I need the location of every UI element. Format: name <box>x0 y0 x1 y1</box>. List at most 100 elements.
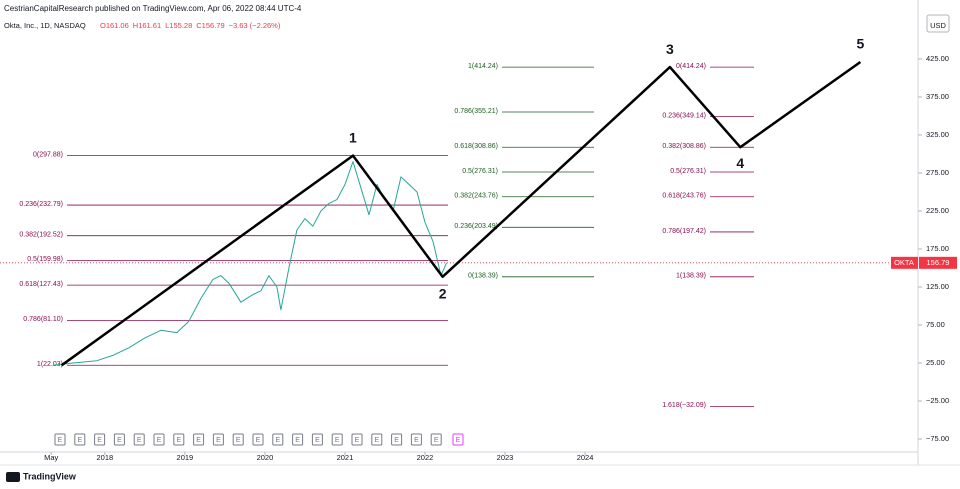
brand[interactable]: TradingView <box>23 471 77 481</box>
earnings-label: E <box>196 437 201 444</box>
fib-label: 0.786(355.21) <box>454 108 498 115</box>
ohlc-value: C156.79 <box>196 21 224 30</box>
wave-label: 1 <box>349 129 357 145</box>
earnings-label: E <box>176 437 181 444</box>
fib-label: 0.786(197.42) <box>662 228 706 235</box>
earnings-marker <box>252 433 264 446</box>
fib-label: 1.618(−32.09) <box>662 402 706 409</box>
earnings-marker <box>311 433 323 446</box>
earnings-label: E <box>77 437 82 444</box>
fib-label: 0.382(308.86) <box>662 143 706 150</box>
wave-label: 5 <box>856 36 864 52</box>
fib-label: 0.5(276.31) <box>462 168 498 175</box>
earnings-label: E <box>355 437 360 444</box>
earnings-marker <box>452 433 464 446</box>
fib-label: 0(297.88) <box>33 151 63 158</box>
earnings-label: E <box>374 437 379 444</box>
earnings-marker <box>133 433 145 446</box>
earnings-label: E <box>394 437 399 444</box>
instrument: Okta, Inc., 1D, NASDAQ <box>4 21 86 30</box>
chart-title: CestrianCapitalResearch published on Tra… <box>4 4 302 13</box>
last-price-value: 156.79 <box>927 258 950 267</box>
fib-label: 0.618(127.43) <box>19 281 63 288</box>
x-tick-label: 2019 <box>177 453 194 462</box>
y-tick-label: −75.00 <box>926 434 949 443</box>
earnings-label: E <box>236 437 241 444</box>
ohlc-value: H161.61 <box>133 21 161 30</box>
earnings-marker <box>193 433 205 446</box>
fib-label: 0.236(203.49) <box>454 223 498 230</box>
earnings-label: E <box>315 437 320 444</box>
y-tick-label: 175.00 <box>926 244 949 253</box>
y-tick-label: 375.00 <box>926 92 949 101</box>
earnings-label: E <box>414 437 419 444</box>
wave-label: 4 <box>736 155 744 171</box>
earnings-label: E <box>137 437 142 444</box>
earnings-label: E <box>117 437 122 444</box>
y-tick-label: 275.00 <box>926 168 949 177</box>
last-price-value-box <box>919 256 957 269</box>
y-tick-label: −25.00 <box>926 396 949 405</box>
currency[interactable]: USD <box>930 21 946 30</box>
earnings-marker <box>351 433 363 446</box>
earnings-label: E <box>58 437 63 444</box>
y-tick-label: 125.00 <box>926 282 949 291</box>
last-price-tag <box>891 256 918 269</box>
earnings-marker <box>113 433 125 446</box>
ohlc-value: −3.63 (−2.26%) <box>229 21 281 30</box>
earnings-label: E <box>456 437 461 444</box>
earnings-label: E <box>335 437 340 444</box>
fib-label: 0.382(192.52) <box>19 232 63 239</box>
earnings-label: E <box>275 437 280 444</box>
earnings-marker <box>371 433 383 446</box>
wave-label: 2 <box>439 286 447 302</box>
fib-label: 0(138.39) <box>468 273 498 280</box>
fib-label: 1(414.24) <box>468 63 498 70</box>
fib-label: 0.5(276.31) <box>670 168 706 175</box>
x-tick-label: 2023 <box>497 453 514 462</box>
y-tick-label: 75.00 <box>926 320 945 329</box>
earnings-label: E <box>295 437 300 444</box>
earnings-marker <box>430 433 442 446</box>
earnings-marker <box>54 433 66 446</box>
earnings-marker <box>94 433 106 446</box>
earnings-marker <box>272 433 284 446</box>
fib-label: 0.786(81.10) <box>23 316 63 323</box>
x-tick-label: 2022 <box>417 453 434 462</box>
fib-label: 0.618(308.86) <box>454 143 498 150</box>
y-tick-label: 425.00 <box>926 54 949 63</box>
earnings-marker <box>292 433 304 446</box>
y-tick-label: 25.00 <box>926 358 945 367</box>
fib-label: 0.5(159.98) <box>27 256 63 263</box>
wave-label: 3 <box>666 41 674 57</box>
fib-label: 0.236(349.14) <box>662 112 706 119</box>
x-tick-label: May <box>44 453 58 462</box>
y-tick-label: 225.00 <box>926 206 949 215</box>
currency-box[interactable] <box>926 14 950 33</box>
earnings-marker <box>410 433 422 446</box>
earnings-marker <box>74 433 86 446</box>
earnings-marker <box>173 433 185 446</box>
fib-label: 0.618(243.76) <box>662 193 706 200</box>
earnings-label: E <box>216 437 221 444</box>
ohlc-value: O161.06 <box>100 21 129 30</box>
fib-label: 0(414.24) <box>676 63 706 70</box>
ohlc-value: L155.28 <box>165 21 192 30</box>
earnings-marker <box>232 433 244 446</box>
x-tick-label: 2024 <box>577 453 594 462</box>
fib-label: 1(138.39) <box>676 273 706 280</box>
fib-label: 0.236(232.79) <box>19 201 63 208</box>
x-tick-label: 2021 <box>337 453 354 462</box>
price-line <box>52 161 448 366</box>
earnings-label: E <box>256 437 261 444</box>
brand-logo <box>6 472 20 482</box>
x-tick-label: 2018 <box>97 453 114 462</box>
earnings-label: E <box>97 437 102 444</box>
x-tick-label: 2020 <box>257 453 274 462</box>
earnings-marker <box>391 433 403 446</box>
earnings-marker <box>212 433 224 446</box>
y-tick-label: 325.00 <box>926 130 949 139</box>
earnings-label: E <box>157 437 162 444</box>
